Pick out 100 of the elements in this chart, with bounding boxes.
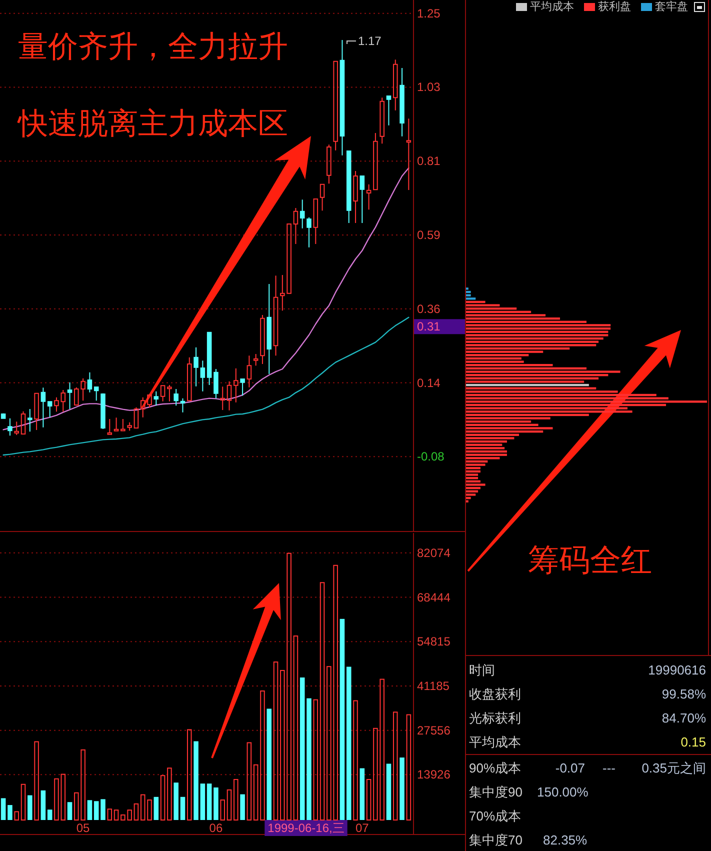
- bar: [87, 800, 92, 820]
- candlestick: [246, 355, 252, 388]
- bar: [246, 742, 252, 820]
- candlestick: [386, 96, 392, 126]
- candlestick: [20, 410, 26, 434]
- candlestick: [160, 385, 166, 402]
- y-tick-label: 41185: [417, 678, 450, 693]
- line-series: [2, 167, 410, 430]
- text: 集中度90: [469, 784, 522, 800]
- candlestick: [14, 421, 20, 436]
- candlestick: [194, 346, 198, 387]
- candlestick: [47, 401, 52, 418]
- candlestick: [260, 314, 265, 364]
- bar: [40, 790, 46, 820]
- text: 82.35%: [543, 832, 588, 848]
- candlestick: [293, 208, 298, 244]
- bar: [180, 796, 186, 820]
- candlestick: [180, 398, 186, 413]
- candlestick: [220, 386, 226, 410]
- candlestick: [253, 354, 258, 366]
- y-tick-label: 54815: [417, 634, 451, 649]
- bar: [107, 808, 112, 820]
- candlestick: [380, 97, 384, 144]
- ref-line: 0.31: [414, 319, 465, 334]
- candlestick: [94, 386, 99, 402]
- bar: [320, 582, 325, 820]
- text: 0.15: [680, 734, 706, 750]
- y-tick-label: 0.36: [417, 302, 441, 316]
- bar: [67, 802, 72, 820]
- candlestick: [107, 418, 112, 435]
- candlestick: [353, 170, 358, 224]
- bar: [400, 758, 404, 820]
- candlestick: [67, 382, 72, 410]
- bar: [240, 794, 245, 820]
- bar: [406, 714, 412, 820]
- text: 0.35元之间: [642, 760, 706, 776]
- text: 收盘获利: [469, 686, 521, 702]
- y-tick-label: 13926: [417, 768, 451, 782]
- bar: [114, 810, 119, 820]
- candlestick: [406, 118, 412, 190]
- bar: [94, 801, 99, 820]
- y-tick-label: 0.81: [417, 154, 441, 168]
- bar: [306, 698, 312, 820]
- x-tick-label: 06: [209, 821, 223, 835]
- bar: [194, 741, 198, 820]
- bar: [200, 784, 206, 820]
- bar: [313, 699, 318, 820]
- text: 70%成本: [469, 808, 522, 824]
- candlestick: [0, 412, 6, 420]
- y-tick-label: 0.59: [417, 228, 441, 242]
- candlestick: [340, 40, 345, 156]
- annotation: 1.17: [346, 34, 382, 48]
- bar: [386, 764, 392, 820]
- candlestick: [87, 372, 92, 393]
- candlestick: [240, 378, 245, 396]
- candlestick: [127, 422, 132, 432]
- candlestick: [400, 68, 404, 137]
- text: 19990616: [648, 662, 706, 678]
- bar: [160, 775, 166, 820]
- y-tick-label: 1.03: [417, 80, 441, 94]
- bar: [28, 795, 32, 820]
- candlestick: [167, 384, 172, 402]
- candlestick: [40, 387, 46, 428]
- annotation: 快速脱离主力成本区: [17, 108, 288, 140]
- bar: [273, 662, 278, 820]
- text: 99.58%: [662, 686, 706, 702]
- candlestick: [313, 198, 318, 244]
- y-tick-label: 82074: [417, 546, 451, 560]
- bar: [167, 768, 172, 820]
- candlestick: [114, 417, 119, 432]
- x-tick-label: 05: [76, 821, 90, 835]
- text: 平均成本: [469, 734, 521, 750]
- candlestick: [120, 418, 126, 432]
- bar: [100, 799, 106, 820]
- bar: [340, 618, 345, 820]
- text: -0.07: [555, 760, 585, 776]
- bar: [34, 741, 39, 820]
- bar: [293, 636, 298, 820]
- annotation: 1.17: [358, 34, 382, 48]
- candlestick: [8, 418, 12, 436]
- bar: [360, 768, 365, 820]
- x-tick-label: 07: [355, 821, 370, 835]
- y-tick-label: 1.25: [417, 6, 441, 20]
- candlestick: [392, 59, 398, 111]
- bar: [234, 779, 238, 820]
- text: 筹码全红: [528, 542, 652, 578]
- bar: [226, 789, 232, 820]
- bar: [346, 666, 352, 820]
- bar: [134, 803, 139, 820]
- text: 集中度70: [469, 832, 522, 848]
- bar: [47, 810, 52, 820]
- candlestick: [34, 392, 39, 430]
- ref-line-label: 0.31: [417, 320, 441, 334]
- candlestick: [28, 408, 32, 432]
- candlestick: [174, 388, 178, 406]
- candlestick: [300, 199, 305, 229]
- candlestick: [320, 184, 325, 212]
- candlestick: [200, 360, 206, 392]
- candlestick: [100, 392, 106, 430]
- candlestick: [214, 368, 218, 399]
